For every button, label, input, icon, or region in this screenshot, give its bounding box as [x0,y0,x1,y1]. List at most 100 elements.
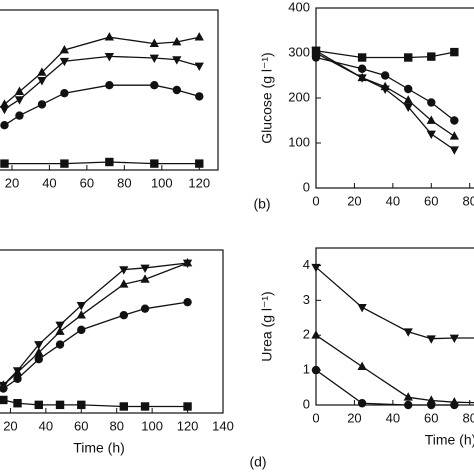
marker [357,361,367,370]
x-tick-label: 120 [188,175,210,190]
x-tick-label: 20 [347,410,361,425]
x-tick-label: 140 [212,418,234,433]
marker [104,53,114,62]
marker [183,297,192,307]
marker [311,365,321,375]
marker [380,71,390,80]
x-tick-label: 60 [80,175,94,190]
y-axis-label: Urea (g l⁻¹) [259,291,275,361]
marker [149,38,159,47]
x-tick-label: 0 [312,193,319,208]
series-line [4,55,200,110]
axis-box [315,247,474,406]
x-tick-label: 40 [386,193,400,208]
marker [14,86,25,95]
marker [357,64,367,73]
marker [34,355,43,364]
y-tick-label: 300 [288,44,310,59]
marker [119,402,128,411]
series-line [315,334,474,404]
marker [119,311,128,320]
marker [140,274,150,283]
marker [105,81,114,90]
marker [172,36,182,46]
marker [172,56,182,65]
marker [34,347,44,357]
marker [195,159,204,168]
marker [311,330,321,339]
marker [55,326,65,335]
marker [55,340,65,349]
marker [183,402,192,411]
marker [357,74,367,83]
x-tick-label: 80 [117,175,131,190]
panel-label: (b) [253,196,270,212]
series-line [4,36,200,105]
marker [427,98,436,107]
y-tick-label: 2 [303,327,310,342]
marker [104,32,114,41]
marker [37,100,47,109]
series-line [315,266,474,340]
marker [194,32,204,41]
marker [119,266,129,275]
marker [77,325,86,335]
marker [426,130,436,140]
marker [450,400,459,410]
series-line [2,262,188,386]
marker [403,103,413,113]
series-line [2,262,188,386]
marker [150,159,159,168]
y-tick-label: 1 [303,362,310,377]
marker [76,302,86,311]
marker [37,77,47,86]
marker [0,395,8,405]
marker [0,99,10,108]
x-tick-label: 20 [347,193,361,208]
x-axis-label: Time (h) [73,440,125,456]
x-tick-label: 40 [386,410,400,425]
x-tick-label: 60 [424,410,438,425]
x-tick-label: 40 [42,175,56,190]
marker [37,67,47,76]
y-axis-label: Glucose (g l⁻¹) [259,52,275,143]
marker [426,115,436,124]
marker [12,367,23,376]
marker [357,303,367,313]
y-tick-label: 0 [303,179,310,194]
marker [34,341,44,350]
marker [60,159,69,168]
marker [55,321,65,331]
marker [0,384,8,393]
marker [59,57,70,67]
marker [450,47,459,57]
marker [427,400,436,410]
x-tick-label: 100 [141,418,163,433]
series-line [315,50,455,151]
x-tick-label: 120 [177,418,199,433]
x-tick-label: 80 [462,410,474,425]
marker [60,89,69,98]
marker [14,96,25,105]
marker [426,335,436,344]
y-tick-label: 0 [303,396,310,411]
marker [140,304,150,313]
marker [140,402,150,411]
marker [13,374,22,383]
marker [0,105,10,115]
marker [404,84,413,94]
x-tick-label: 60 [424,193,438,208]
x-tick-label: 60 [74,418,88,433]
marker [119,279,129,288]
marker [449,131,459,140]
marker [172,85,181,95]
x-tick-label: 0 [312,410,319,425]
marker [194,62,204,72]
marker [150,81,159,90]
marker [0,121,9,130]
marker [13,399,22,408]
y-tick-label: 400 [288,0,310,14]
marker [76,310,86,319]
series-line [4,161,200,165]
